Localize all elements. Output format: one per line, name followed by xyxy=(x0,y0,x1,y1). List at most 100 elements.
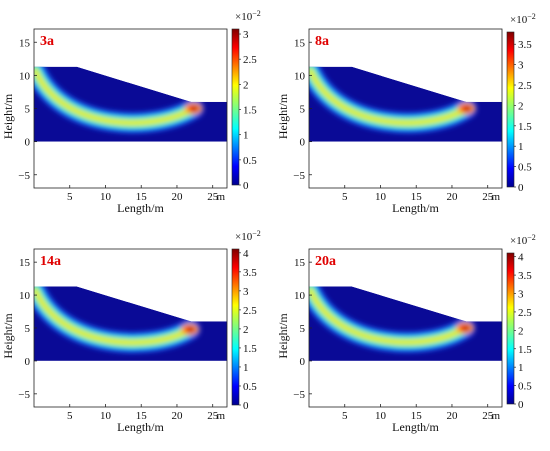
colorbar-tick-label: 1 xyxy=(518,141,524,153)
colorbar-tick-label: 0 xyxy=(518,182,524,194)
colorbar-tick-label: 0 xyxy=(243,180,249,192)
y-tick-label: 10 xyxy=(19,290,31,302)
colorbar-tick-label: 2.5 xyxy=(518,307,532,319)
slope-domain xyxy=(34,66,227,142)
shear-band xyxy=(34,66,204,133)
panel-20a: 5 10 15 20 25m−5051015Length/mHeight/m20a00.… xyxy=(276,233,536,434)
y-tick-label: −5 xyxy=(18,170,30,182)
colorbar-tick-label: 0 xyxy=(243,400,249,412)
colorbar xyxy=(506,31,515,188)
x-tick-label: 10 xyxy=(100,410,112,422)
shear-band-layer-4 xyxy=(34,69,195,125)
x-tick-label: 20 xyxy=(446,410,458,422)
panel-8a: 5 10 15 20 25m−5051015Length/mHeight/m8a00.5… xyxy=(276,12,536,215)
colorbar-exponent-power: −2 xyxy=(252,9,261,18)
colorbar-tick-label: 1.5 xyxy=(243,105,257,117)
y-axis-label: Height/m xyxy=(276,313,290,359)
colorbar-tick-label: 2.5 xyxy=(243,305,257,317)
x-tick-label: 5 xyxy=(342,410,348,422)
colorbar-exponent-base: ×10 xyxy=(235,11,253,23)
x-unit-label: m xyxy=(491,410,500,422)
peak-core xyxy=(464,106,471,111)
colorbar-exponent: ×10−2 xyxy=(510,12,536,26)
colorbar-exponent-power: −2 xyxy=(527,12,536,21)
x-axis-label: Length/m xyxy=(392,420,439,434)
y-tick-label: 15 xyxy=(19,257,31,269)
colorbar-tick-label: 2.5 xyxy=(243,54,257,66)
panel-title: 8a xyxy=(315,34,329,49)
colorbar-tick-label: 0.5 xyxy=(243,155,257,167)
x-axis-label: Length/m xyxy=(392,201,439,215)
colorbar-tick-label: 2 xyxy=(518,100,524,112)
y-axis-label: Height/m xyxy=(276,93,290,139)
peak-core xyxy=(187,327,194,332)
x-tick-label: 15 xyxy=(411,410,423,422)
colorbar-tick-label: 4 xyxy=(518,252,524,264)
slope-domain xyxy=(309,286,502,361)
colorbar-tick-label: 3.5 xyxy=(518,270,532,282)
colorbar-tick-label: 3 xyxy=(243,29,249,41)
y-axis-label: Height/m xyxy=(1,93,15,139)
x-tick-label: 25 xyxy=(482,191,494,203)
colorbar-exponent-base: ×10 xyxy=(235,231,253,243)
colorbar-tick-label: 3 xyxy=(518,289,524,301)
colorbar-exponent-base: ×10 xyxy=(510,235,528,247)
panel-title: 14a xyxy=(40,254,61,269)
y-tick-label: 0 xyxy=(25,356,31,368)
y-tick-label: 5 xyxy=(300,104,306,116)
y-tick-label: 5 xyxy=(300,323,306,335)
y-axis-label: Height/m xyxy=(1,313,15,359)
colorbar-tick-label: 2 xyxy=(518,325,524,337)
panel-title: 3a xyxy=(40,34,54,49)
colorbar-tick-label: 3 xyxy=(518,60,524,72)
peak-core xyxy=(191,106,198,111)
y-tick-label: 0 xyxy=(25,137,31,149)
panel-3a: 5 10 15 20 25m−5051015Length/mHeight/m3a00.5… xyxy=(1,9,261,215)
slope-domain xyxy=(34,286,227,361)
shear-band-layer-4 xyxy=(309,288,467,344)
colorbar-exponent-power: −2 xyxy=(252,229,261,238)
y-tick-label: 15 xyxy=(19,37,31,49)
x-unit-label: m xyxy=(216,191,225,203)
x-tick-label: 5 xyxy=(67,410,73,422)
colorbar-exponent-power: −2 xyxy=(527,233,536,242)
y-tick-label: 0 xyxy=(300,356,306,368)
x-tick-label: 25 xyxy=(207,410,219,422)
y-tick-label: 10 xyxy=(294,290,306,302)
colorbar-tick-label: 0.5 xyxy=(518,162,532,174)
x-tick-label: 20 xyxy=(171,410,183,422)
y-tick-label: 10 xyxy=(294,70,306,82)
colorbar-tick-label: 3.5 xyxy=(243,267,257,279)
x-tick-label: 10 xyxy=(375,191,387,203)
colorbar-tick-label: 4 xyxy=(243,248,249,260)
panel-14a: 5 10 15 20 25m−5051015Length/mHeight/m14a00.… xyxy=(1,229,261,434)
y-tick-label: −5 xyxy=(293,389,305,401)
colorbar-tick-label: 1.5 xyxy=(518,344,532,356)
colorbar-tick-label: 3.5 xyxy=(518,39,532,51)
colorbar-tick-label: 3 xyxy=(243,286,249,298)
x-unit-label: m xyxy=(491,191,500,203)
colorbar-tick-label: 1 xyxy=(518,362,524,374)
y-tick-label: 15 xyxy=(294,37,306,49)
x-tick-label: 15 xyxy=(136,191,148,203)
x-tick-label: 5 xyxy=(67,191,73,203)
colorbar-tick-label: 2.5 xyxy=(518,80,532,92)
y-tick-label: 0 xyxy=(300,137,306,149)
x-axis-label: Length/m xyxy=(117,420,164,434)
shear-band xyxy=(34,286,200,353)
colorbar-tick-label: 1.5 xyxy=(243,343,257,355)
colorbar xyxy=(231,28,240,186)
shear-band xyxy=(309,286,475,353)
x-tick-label: 15 xyxy=(136,410,148,422)
y-tick-label: 5 xyxy=(25,323,31,335)
y-tick-label: 5 xyxy=(25,104,31,116)
shear-band-layer-4 xyxy=(309,69,468,125)
colorbar-tick-label: 1 xyxy=(243,362,249,374)
x-tick-label: 25 xyxy=(207,191,219,203)
x-tick-label: 15 xyxy=(411,191,423,203)
x-unit-label: m xyxy=(216,410,225,422)
x-tick-label: 20 xyxy=(446,191,458,203)
colorbar xyxy=(506,252,515,405)
x-tick-label: 10 xyxy=(375,410,387,422)
